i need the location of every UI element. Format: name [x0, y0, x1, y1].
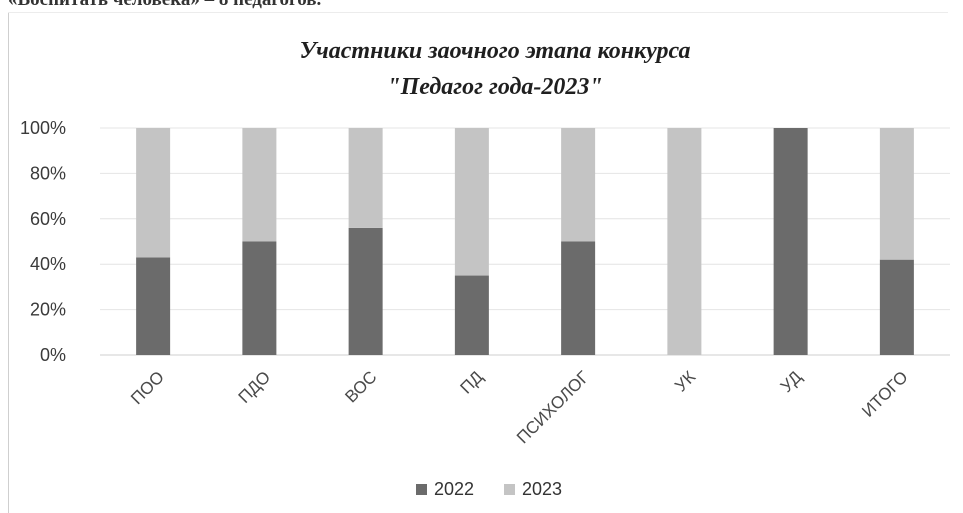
caption-fragment: «Воспитать человека» – 8 педагогов. — [8, 0, 478, 12]
x-tick-label: ПДО — [235, 367, 275, 407]
bar-segment-2023 — [454, 128, 489, 276]
chart-title-line-1: Участники заочного этапа конкурса — [299, 38, 690, 64]
chart-title: Участники заочного этапа конкурса "Педаг… — [299, 38, 690, 100]
bar-segment-2023 — [136, 128, 171, 258]
gridlines — [100, 127, 950, 356]
x-tick-label: УК — [671, 367, 699, 395]
y-tick-label: 60% — [30, 209, 66, 229]
x-tick-label: ИТОГО — [858, 367, 911, 420]
x-tick-label: ПСИХОЛОГ — [513, 367, 593, 447]
y-tick-label: 20% — [30, 300, 66, 320]
chart-title-line-2: "Педагог года-2023" — [387, 74, 602, 100]
bar-segment-2023 — [667, 128, 702, 355]
bar-segment-2022 — [454, 275, 489, 355]
x-tick-label: ПД — [456, 367, 487, 398]
legend-label: 2023 — [522, 479, 562, 499]
y-axis: 0% 20% 40% 60% 80% 100% — [20, 118, 66, 365]
chart-top-border — [8, 12, 948, 13]
y-tick-label: 40% — [30, 254, 66, 274]
bar-segment-2023 — [348, 128, 383, 228]
y-tick-label: 100% — [20, 118, 66, 138]
x-axis: ПОО ПДО ВОС ПД ПСИХОЛОГ УК УД ИТОГО — [127, 367, 912, 447]
bar-segment-2023 — [561, 128, 596, 242]
bar-segment-2022 — [879, 259, 914, 355]
bar-segment-2022 — [242, 241, 277, 355]
legend-label: 2022 — [434, 479, 474, 499]
legend: 2022 2023 — [416, 479, 562, 499]
y-tick-label: 80% — [30, 163, 66, 183]
bar-segment-2023 — [879, 128, 914, 260]
bar-segment-2022 — [136, 257, 171, 355]
x-tick-label: ПОО — [127, 367, 168, 408]
page-left-border — [8, 12, 9, 513]
x-tick-label: ВОС — [341, 367, 380, 406]
legend-swatch — [416, 484, 427, 495]
x-tick-label: УД — [777, 367, 806, 396]
bar-segment-2022 — [561, 241, 596, 355]
y-tick-label: 0% — [40, 345, 66, 365]
bar-segment-2022 — [773, 128, 808, 355]
bars — [136, 128, 914, 355]
bar-segment-2022 — [348, 227, 383, 355]
legend-swatch — [504, 484, 515, 495]
bar-segment-2023 — [242, 128, 277, 242]
caption-fragment-text: «Воспитать человека» – 8 педагогов. — [8, 0, 321, 11]
